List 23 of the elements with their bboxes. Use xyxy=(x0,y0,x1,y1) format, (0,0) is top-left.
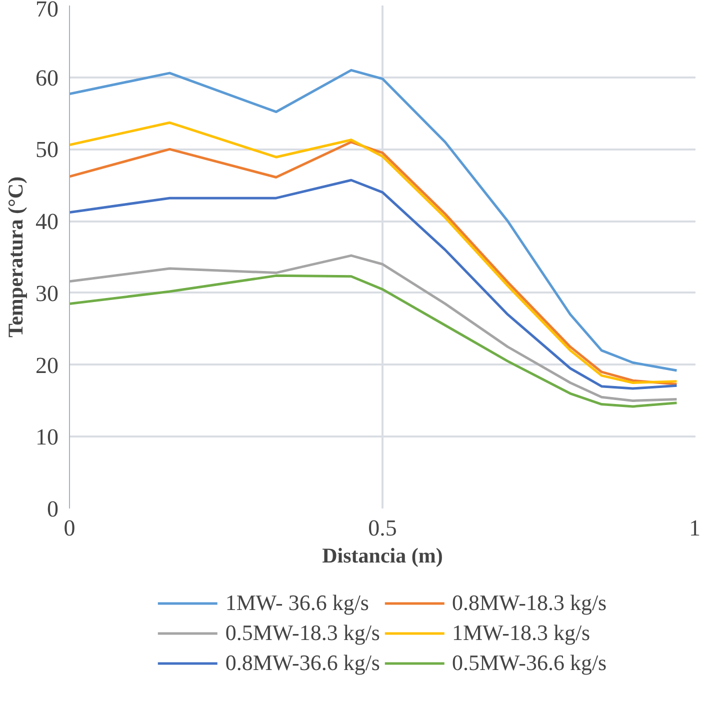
y-tick-label: 10 xyxy=(36,424,58,450)
y-tick-label: 0 xyxy=(47,496,58,522)
legend-label: 0.5MW-36.6 kg/s xyxy=(452,650,607,676)
legend-label: 1MW-18.3 kg/s xyxy=(452,620,590,646)
x-tick-label: 1 xyxy=(689,516,700,540)
y-tick-label: 70 xyxy=(36,0,58,22)
legend-label: 0.8MW-18.3 kg/s xyxy=(452,590,607,616)
legend-label: 1MW- 36.6 kg/s xyxy=(225,590,369,616)
legend-label: 0.5MW-18.3 kg/s xyxy=(225,620,380,646)
line-series xyxy=(70,68,678,372)
line-series xyxy=(70,178,678,390)
y-tick-label: 50 xyxy=(36,137,58,162)
legend-label: 0.8MW-36.6 kg/s xyxy=(225,650,380,676)
y-tick-label: 20 xyxy=(36,352,58,378)
x-tick-label: 0.5 xyxy=(368,516,397,540)
y-axis-title: Temperatura (°C) xyxy=(4,176,28,338)
line-series xyxy=(70,254,678,402)
x-axis-title: Distancia (m) xyxy=(322,544,443,568)
y-tick-label: 60 xyxy=(36,65,58,90)
line-series xyxy=(70,274,678,408)
y-tick-label: 40 xyxy=(36,209,58,234)
y-tick-label: 30 xyxy=(36,280,58,306)
x-tick-label: 0 xyxy=(64,516,76,540)
